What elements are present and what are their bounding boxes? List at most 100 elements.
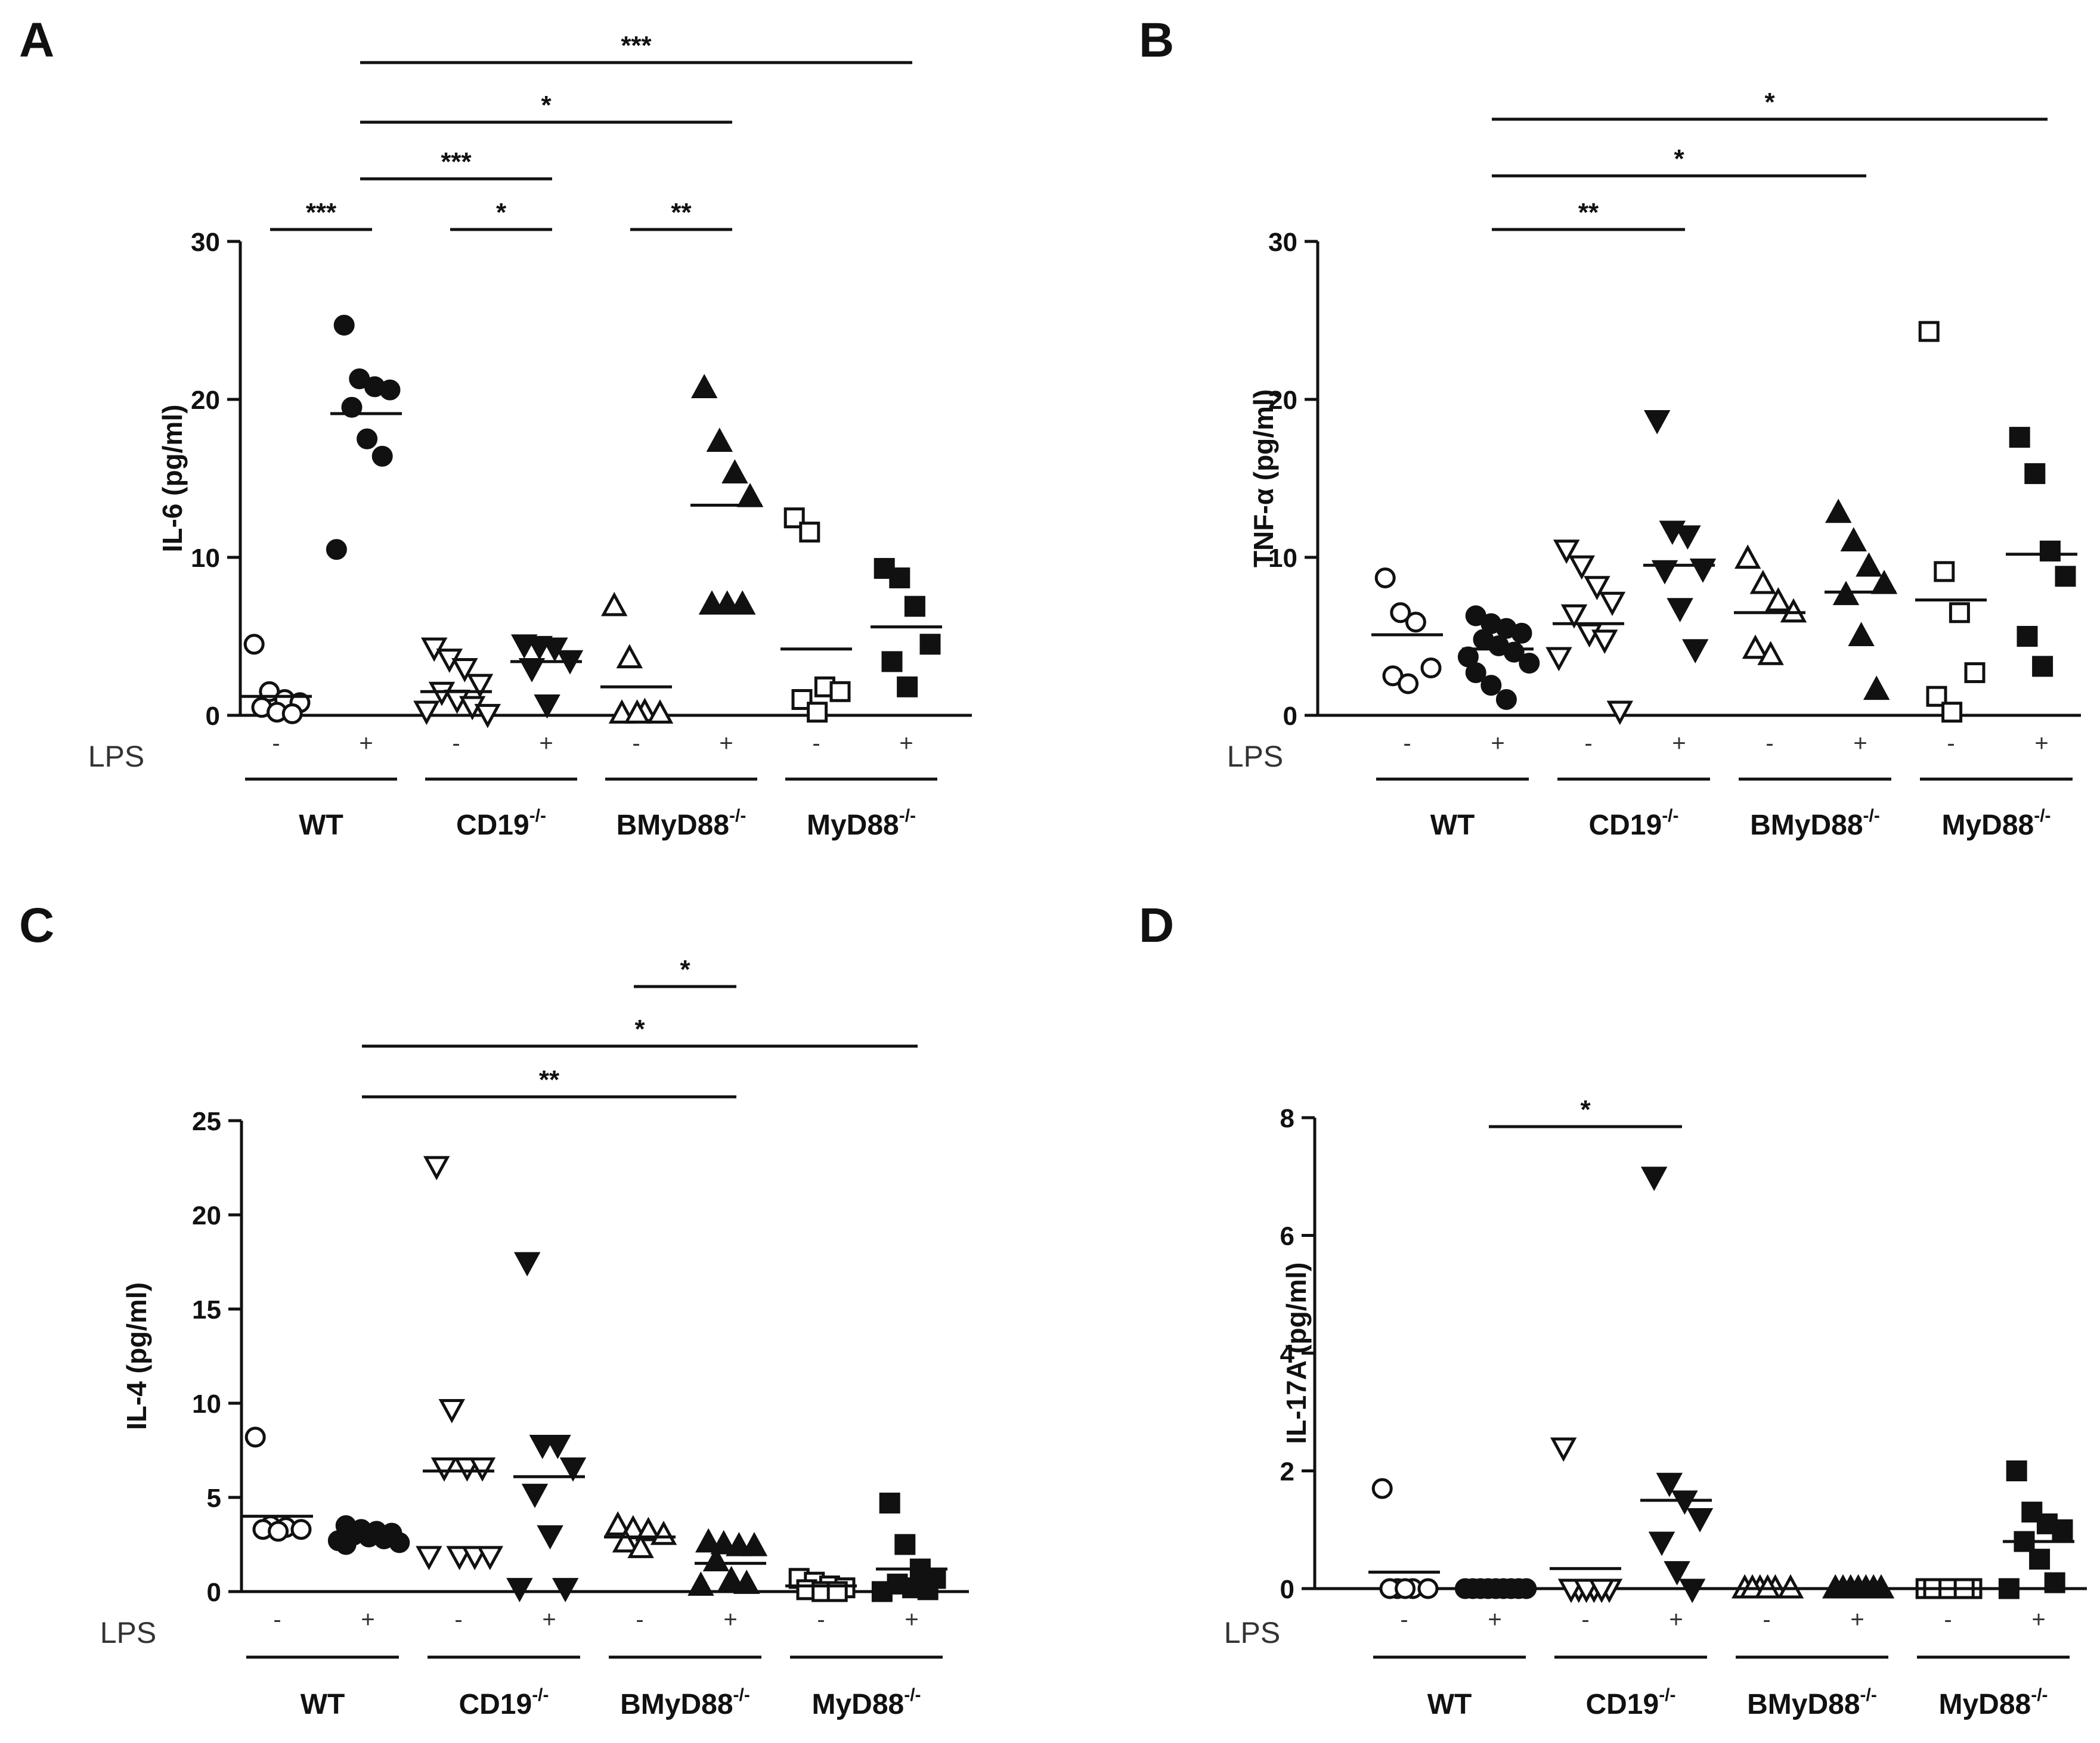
data-point [413,700,440,725]
series-wt-lps [1457,605,1540,710]
significance-label: *** [621,31,652,60]
data-point [624,699,651,724]
data-point [897,676,918,697]
data-point [326,539,347,560]
y-tick-label: 5 [207,1484,221,1513]
significance-label: * [1764,88,1775,117]
data-point [1832,581,1860,606]
series-cd19-ctrl [1545,539,1634,725]
lps-sign: - [1584,730,1592,756]
y-tick-label: 0 [1280,1575,1294,1604]
panel-letter: A [19,13,54,67]
series-wt-lps [326,314,402,560]
series-bmyd88-ctrl [604,1511,677,1558]
data-point [1405,612,1426,633]
data-point [706,427,733,452]
series-wt-ctrl [1371,567,1443,694]
data-point [379,379,401,401]
data-point [879,1492,900,1514]
lps-sign: + [359,730,373,756]
group-label: MyD88-/- [1941,806,2051,841]
panel-c: C 0 5 10 15 20 25 IL-4 (pg/ml) - + - + - + - + LPS WT CD19… [19,898,969,1720]
lps-sign: + [361,1606,374,1633]
group-label: MyD88-/- [1938,1685,2048,1720]
lps-sign: - [812,730,820,756]
data-point [1588,1578,1615,1604]
series-myd88-lps [2006,427,2077,677]
data-point [1398,673,1419,694]
data-point [2052,1519,2073,1540]
data-point [612,1528,639,1553]
data-point [1648,1531,1675,1556]
y-tick-label: 20 [191,386,220,415]
data-point [1480,675,1502,696]
data-point [281,703,303,724]
series-wt-ctrl [240,634,312,724]
y-tick-label: 10 [1268,544,1297,573]
group-label: CD19-/- [459,1685,549,1720]
data-point [650,1520,677,1545]
data-point [690,374,718,398]
lps-sign: - [636,1606,643,1633]
lps-sign: + [1850,1606,1864,1633]
series-myd88-ctrl [1915,321,1987,723]
data-point [423,1156,450,1181]
lps-sign: - [632,730,640,756]
data-point [534,694,560,719]
series-bmyd88-lps [1822,1574,1895,1599]
y-tick-label: 0 [207,1578,221,1607]
y-tick-label: 30 [191,228,220,257]
data-point [871,1581,893,1602]
data-point [461,1546,488,1571]
lps-sign: - [1947,730,1955,756]
series-wt-lps [1454,1578,1537,1599]
data-point [454,1457,481,1482]
data-point [2055,566,2076,587]
group-label: WT [1430,810,1475,841]
data-point [1678,1578,1706,1604]
data-point [710,1530,738,1555]
lps-sign: + [719,730,733,756]
lps-sign: + [723,1606,737,1633]
data-point [544,1435,571,1459]
lps-sign: + [542,1606,556,1633]
group-label: WT [1427,1689,1472,1720]
series-wt-lps [327,1515,410,1555]
data-point [718,1565,745,1590]
series-bmyd88-ctrl [1734,544,1807,665]
data-point [1918,321,1940,342]
data-point [2044,1572,2065,1593]
data-point [1417,1578,1439,1599]
significance-label: * [1580,1095,1591,1124]
data-point [290,1519,312,1540]
data-point [1681,639,1709,663]
data-point [2021,1502,2043,1523]
series-bmyd88-lps [1825,498,1898,700]
data-point [1848,622,1875,646]
group-label: BMyD88-/- [1747,1685,1877,1720]
data-point [1998,1578,2020,1599]
data-point [2039,540,2061,562]
group-label: WT [301,1689,345,1720]
data-point [1374,567,1396,588]
data-point [1749,569,1777,594]
series-wt-ctrl [241,1426,313,1542]
data-point [268,1521,289,1542]
data-point [1643,410,1671,435]
data-point [341,396,363,418]
data-point [2032,656,2053,677]
data-point [1599,591,1626,616]
data-point [1742,634,1769,659]
data-point [1825,498,1852,523]
data-point [469,1457,496,1482]
y-tick-label: 2 [1280,1457,1294,1487]
data-point [894,1534,916,1555]
lps-sign: + [539,730,553,756]
series-myd88-ctrl [1912,1578,1984,1599]
significance-label: * [680,955,690,984]
panel-letter: B [1139,13,1174,67]
series-bmyd88-ctrl [1731,1574,1804,1599]
lps-sign: + [899,730,913,756]
data-point [608,699,636,724]
